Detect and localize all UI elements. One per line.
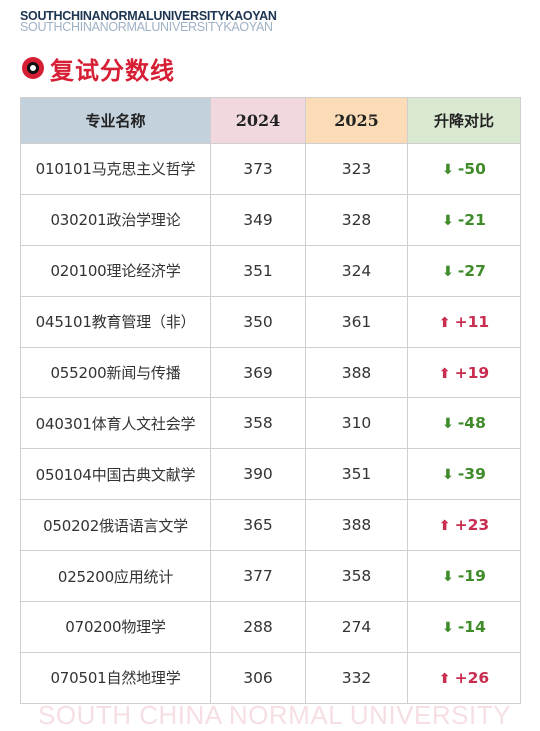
table-row: 070501自然地理学 306 332 ⬆ +26 — [20, 651, 521, 704]
change-value: -50 — [457, 159, 486, 178]
table-row: 045101教育管理（非） 350 361 ⬆ +11 — [20, 295, 521, 348]
change-value: +19 — [454, 363, 490, 382]
header-change: 升降对比 — [407, 97, 521, 144]
table-row: 010101马克思主义哲学 373 323 ⬇ -50 — [20, 143, 521, 195]
cell-2024: 350 — [210, 295, 306, 348]
cell-change: ⬇ -14 — [407, 601, 521, 653]
arrow-down-icon: ⬇ — [442, 263, 454, 280]
change-value: -27 — [457, 261, 486, 280]
arrow-down-icon: ⬇ — [442, 467, 454, 484]
arrow-down-icon: ⬇ — [442, 569, 454, 586]
cell-major: 030201政治学理论 — [20, 193, 211, 246]
change-value: -48 — [457, 414, 486, 433]
table-row: 030201政治学理论 349 328 ⬇ -21 — [20, 193, 521, 246]
arrow-down-icon: ⬇ — [442, 619, 454, 636]
cell-2024: 390 — [210, 448, 306, 501]
change-value: +11 — [454, 312, 490, 331]
brand-text-shadow: SOUTHCHINANORMALUNIVERSITYKAOYAN — [20, 20, 273, 34]
table-row: 040301体育人文社会学 358 310 ⬇ -48 — [20, 397, 521, 450]
cell-2025: 358 — [305, 550, 408, 603]
cell-major: 020100理论经济学 — [20, 244, 211, 297]
table-row: 050202俄语语言文学 365 388 ⬆ +23 — [20, 499, 521, 552]
table-row: 055200新闻与传播 369 388 ⬆ +19 — [20, 346, 521, 399]
header-major: 专业名称 — [20, 97, 211, 144]
cell-change: ⬇ -39 — [407, 448, 521, 501]
target-circle-icon — [22, 57, 44, 79]
arrow-up-icon: ⬆ — [438, 670, 451, 687]
cell-change: ⬇ -27 — [407, 244, 521, 297]
cell-2024: 365 — [210, 499, 306, 552]
brand-text: SOUTHCHINANORMALUNIVERSITYKAOYAN — [20, 9, 277, 23]
cell-change: ⬆ +23 — [407, 499, 521, 552]
change-value: -21 — [457, 210, 486, 229]
section-title: 复试分数线 — [50, 55, 175, 85]
brand-logo: SOUTHCHINANORMALUNIVERSITYKAOYAN SOUTHCH… — [20, 9, 320, 35]
change-value: +26 — [454, 668, 490, 687]
cell-major: 025200应用统计 — [20, 550, 211, 603]
cell-major: 070501自然地理学 — [20, 651, 211, 704]
arrow-up-icon: ⬆ — [438, 314, 451, 331]
header-year-2025: 2025 — [305, 97, 408, 144]
arrow-down-icon: ⬇ — [442, 161, 454, 178]
cell-2024: 306 — [210, 651, 306, 704]
change-value: -39 — [457, 465, 486, 484]
table-row: 025200应用统计 377 358 ⬇ -19 — [20, 550, 521, 603]
cell-major: 010101马克思主义哲学 — [20, 143, 211, 195]
arrow-up-icon: ⬆ — [438, 365, 451, 382]
cell-2025: 310 — [305, 397, 408, 450]
cell-major: 055200新闻与传播 — [20, 346, 211, 399]
table-row: 050104中国古典文献学 390 351 ⬇ -39 — [20, 448, 521, 501]
cell-2024: 377 — [210, 550, 306, 603]
cell-2024: 369 — [210, 346, 306, 399]
cell-major: 050104中国古典文献学 — [20, 448, 211, 501]
cell-major: 040301体育人文社会学 — [20, 397, 211, 450]
cell-2024: 349 — [210, 193, 306, 246]
cell-2025: 388 — [305, 499, 408, 552]
table-row: 070200物理学 288 274 ⬇ -14 — [20, 601, 521, 653]
cell-change: ⬇ -50 — [407, 143, 521, 195]
arrow-down-icon: ⬇ — [442, 416, 454, 433]
cell-major: 050202俄语语言文学 — [20, 499, 211, 552]
cell-2025: 332 — [305, 651, 408, 704]
cell-2025: 361 — [305, 295, 408, 348]
cell-2024: 373 — [210, 143, 306, 195]
cell-2024: 288 — [210, 601, 306, 653]
cell-major: 045101教育管理（非） — [20, 295, 211, 348]
cell-2025: 351 — [305, 448, 408, 501]
cell-2025: 323 — [305, 143, 408, 195]
cell-change: ⬆ +19 — [407, 346, 521, 399]
cell-change: ⬆ +26 — [407, 651, 521, 704]
cell-2024: 358 — [210, 397, 306, 450]
section-heading: 复试分数线 — [22, 52, 175, 85]
cell-2025: 274 — [305, 601, 408, 653]
arrow-down-icon: ⬇ — [442, 212, 454, 229]
table-row: 020100理论经济学 351 324 ⬇ -27 — [20, 244, 521, 297]
cell-major: 070200物理学 — [20, 601, 211, 653]
cell-change: ⬇ -19 — [407, 550, 521, 603]
cell-2025: 388 — [305, 346, 408, 399]
change-value: -19 — [457, 567, 486, 586]
score-table: 专业名称 2024 2025 升降对比 010101马克思主义哲学 373 323 ⬇… — [20, 97, 521, 704]
arrow-up-icon: ⬆ — [438, 518, 451, 535]
cell-change: ⬆ +11 — [407, 295, 521, 348]
cell-2025: 324 — [305, 244, 408, 297]
change-value: -14 — [457, 617, 486, 636]
cell-2024: 351 — [210, 244, 306, 297]
change-value: +23 — [454, 516, 490, 535]
cell-change: ⬇ -21 — [407, 193, 521, 246]
cell-2025: 328 — [305, 193, 408, 246]
cell-change: ⬇ -48 — [407, 397, 521, 450]
table-header-row: 专业名称 2024 2025 升降对比 — [20, 97, 521, 144]
header-year-2024: 2024 — [210, 97, 306, 144]
footer-watermark: SOUTH CHINA NORMAL UNIVERSITY — [38, 700, 511, 730]
